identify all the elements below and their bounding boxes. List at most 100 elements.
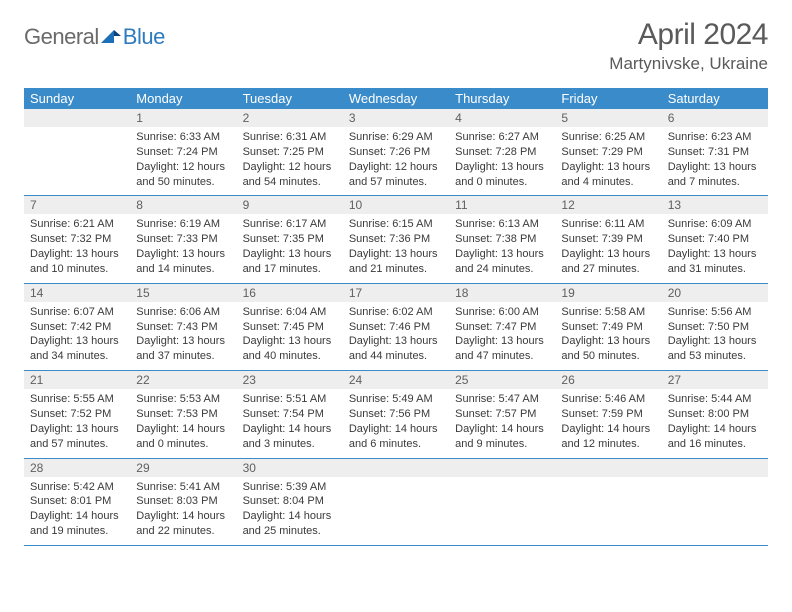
day-details: Sunrise: 5:53 AMSunset: 7:53 PMDaylight:… [130, 389, 236, 457]
day-detail-line: Sunset: 8:01 PM [30, 494, 124, 509]
day-details: Sunrise: 5:56 AMSunset: 7:50 PMDaylight:… [662, 302, 768, 370]
day-detail-line: and 47 minutes. [455, 349, 549, 364]
day-details [449, 477, 555, 545]
day-number [449, 459, 555, 477]
weekday-header: Saturday [662, 88, 768, 109]
day-detail-line [455, 480, 549, 495]
day-details: Sunrise: 6:11 AMSunset: 7:39 PMDaylight:… [555, 214, 661, 282]
day-detail-line: Daylight: 12 hours [349, 160, 443, 175]
day-detail-line: Sunset: 7:52 PM [30, 407, 124, 422]
day-details: Sunrise: 5:44 AMSunset: 8:00 PMDaylight:… [662, 389, 768, 457]
day-detail-line: Daylight: 14 hours [136, 422, 230, 437]
day-detail-line: and 34 minutes. [30, 349, 124, 364]
day-detail-line: Sunset: 7:47 PM [455, 320, 549, 335]
day-detail-line [349, 494, 443, 509]
day-details: Sunrise: 5:39 AMSunset: 8:04 PMDaylight:… [237, 477, 343, 545]
day-detail-line: Sunrise: 6:09 AM [668, 217, 762, 232]
day-detail-line: Sunrise: 6:00 AM [455, 305, 549, 320]
day-detail-line [561, 524, 655, 539]
weekday-header: Monday [130, 88, 236, 109]
day-detail-line: and 57 minutes. [349, 175, 443, 190]
day-detail-line: Daylight: 14 hours [561, 422, 655, 437]
day-detail-line: Daylight: 14 hours [455, 422, 549, 437]
day-detail-line: Daylight: 14 hours [243, 509, 337, 524]
day-detail-line: Daylight: 13 hours [668, 247, 762, 262]
calendar-day-cell: 18Sunrise: 6:00 AMSunset: 7:47 PMDayligh… [449, 283, 555, 370]
day-detail-line: Sunrise: 5:42 AM [30, 480, 124, 495]
day-detail-line [30, 160, 124, 175]
calendar-week-row: 21Sunrise: 5:55 AMSunset: 7:52 PMDayligh… [24, 371, 768, 458]
day-detail-line [668, 524, 762, 539]
day-detail-line: and 54 minutes. [243, 175, 337, 190]
day-detail-line [561, 509, 655, 524]
day-details: Sunrise: 6:02 AMSunset: 7:46 PMDaylight:… [343, 302, 449, 370]
calendar-day-cell: 2Sunrise: 6:31 AMSunset: 7:25 PMDaylight… [237, 109, 343, 196]
calendar-day-cell: 28Sunrise: 5:42 AMSunset: 8:01 PMDayligh… [24, 458, 130, 545]
day-detail-line: Sunrise: 5:53 AM [136, 392, 230, 407]
day-details: Sunrise: 6:17 AMSunset: 7:35 PMDaylight:… [237, 214, 343, 282]
day-detail-line: Sunset: 7:28 PM [455, 145, 549, 160]
day-details: Sunrise: 6:25 AMSunset: 7:29 PMDaylight:… [555, 127, 661, 195]
logo-word2: Blue [123, 24, 165, 50]
day-detail-line: Sunrise: 5:55 AM [30, 392, 124, 407]
day-number [555, 459, 661, 477]
day-number: 30 [237, 459, 343, 477]
day-details: Sunrise: 5:49 AMSunset: 7:56 PMDaylight:… [343, 389, 449, 457]
day-detail-line: Sunrise: 6:25 AM [561, 130, 655, 145]
day-detail-line [30, 145, 124, 160]
day-detail-line [455, 509, 549, 524]
day-detail-line: Sunset: 7:59 PM [561, 407, 655, 422]
day-detail-line: Sunset: 7:57 PM [455, 407, 549, 422]
day-detail-line: Daylight: 13 hours [455, 160, 549, 175]
day-detail-line: Sunset: 7:25 PM [243, 145, 337, 160]
day-detail-line: Daylight: 13 hours [136, 247, 230, 262]
day-detail-line: Sunrise: 5:41 AM [136, 480, 230, 495]
calendar-table: Sunday Monday Tuesday Wednesday Thursday… [24, 88, 768, 546]
day-details: Sunrise: 5:55 AMSunset: 7:52 PMDaylight:… [24, 389, 130, 457]
day-number: 8 [130, 196, 236, 214]
calendar-day-cell: 15Sunrise: 6:06 AMSunset: 7:43 PMDayligh… [130, 283, 236, 370]
day-detail-line [668, 509, 762, 524]
day-number: 21 [24, 371, 130, 389]
day-detail-line: Sunrise: 6:13 AM [455, 217, 549, 232]
calendar-day-cell [662, 458, 768, 545]
calendar-day-cell: 24Sunrise: 5:49 AMSunset: 7:56 PMDayligh… [343, 371, 449, 458]
day-detail-line: Sunrise: 6:15 AM [349, 217, 443, 232]
day-detail-line: Daylight: 13 hours [455, 247, 549, 262]
calendar-day-cell: 5Sunrise: 6:25 AMSunset: 7:29 PMDaylight… [555, 109, 661, 196]
calendar-day-cell: 29Sunrise: 5:41 AMSunset: 8:03 PMDayligh… [130, 458, 236, 545]
day-detail-line: and 4 minutes. [561, 175, 655, 190]
day-detail-line: Sunset: 7:24 PM [136, 145, 230, 160]
day-number: 13 [662, 196, 768, 214]
calendar-day-cell: 1Sunrise: 6:33 AMSunset: 7:24 PMDaylight… [130, 109, 236, 196]
weekday-header: Wednesday [343, 88, 449, 109]
day-detail-line: Daylight: 13 hours [561, 247, 655, 262]
calendar-day-cell: 4Sunrise: 6:27 AMSunset: 7:28 PMDaylight… [449, 109, 555, 196]
day-detail-line: and 9 minutes. [455, 437, 549, 452]
day-details: Sunrise: 5:47 AMSunset: 7:57 PMDaylight:… [449, 389, 555, 457]
calendar-day-cell: 11Sunrise: 6:13 AMSunset: 7:38 PMDayligh… [449, 196, 555, 283]
day-detail-line: and 53 minutes. [668, 349, 762, 364]
day-detail-line: Daylight: 13 hours [561, 160, 655, 175]
day-detail-line: and 31 minutes. [668, 262, 762, 277]
day-detail-line [349, 509, 443, 524]
day-detail-line: Sunrise: 6:33 AM [136, 130, 230, 145]
day-detail-line [349, 524, 443, 539]
day-number: 15 [130, 284, 236, 302]
day-detail-line: Daylight: 14 hours [243, 422, 337, 437]
day-number: 19 [555, 284, 661, 302]
day-number: 26 [555, 371, 661, 389]
day-number: 2 [237, 109, 343, 127]
day-detail-line: and 40 minutes. [243, 349, 337, 364]
calendar-day-cell: 23Sunrise: 5:51 AMSunset: 7:54 PMDayligh… [237, 371, 343, 458]
header: General Blue April 2024 Martynivske, Ukr… [24, 18, 768, 74]
day-number: 5 [555, 109, 661, 127]
day-detail-line: Sunset: 7:42 PM [30, 320, 124, 335]
day-detail-line: and 24 minutes. [455, 262, 549, 277]
day-detail-line: Daylight: 14 hours [668, 422, 762, 437]
day-number: 6 [662, 109, 768, 127]
day-detail-line: Sunset: 7:39 PM [561, 232, 655, 247]
day-detail-line: Sunrise: 6:07 AM [30, 305, 124, 320]
day-detail-line [455, 494, 549, 509]
day-detail-line: and 14 minutes. [136, 262, 230, 277]
